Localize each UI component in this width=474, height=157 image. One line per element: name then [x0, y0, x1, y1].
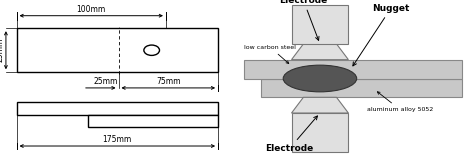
Text: 175mm: 175mm — [103, 135, 132, 144]
Bar — [88, 115, 218, 127]
Bar — [17, 28, 218, 72]
Bar — [292, 5, 348, 44]
Text: aluminum alloy 5052: aluminum alloy 5052 — [367, 92, 434, 112]
Text: Electrode: Electrode — [279, 0, 328, 40]
Text: 100mm: 100mm — [77, 5, 106, 14]
Bar — [261, 78, 462, 97]
Ellipse shape — [283, 65, 356, 92]
Bar — [244, 60, 462, 78]
Polygon shape — [292, 97, 348, 113]
Text: 25mm: 25mm — [93, 77, 118, 86]
Circle shape — [144, 45, 159, 55]
Bar — [292, 113, 348, 152]
Text: Electrode: Electrode — [265, 116, 318, 153]
Text: low carbon steel: low carbon steel — [244, 45, 296, 63]
Text: 75mm: 75mm — [156, 77, 181, 86]
Bar — [17, 102, 218, 115]
Text: 25mm: 25mm — [0, 38, 5, 62]
Text: Nugget: Nugget — [353, 4, 410, 66]
Polygon shape — [292, 44, 348, 60]
